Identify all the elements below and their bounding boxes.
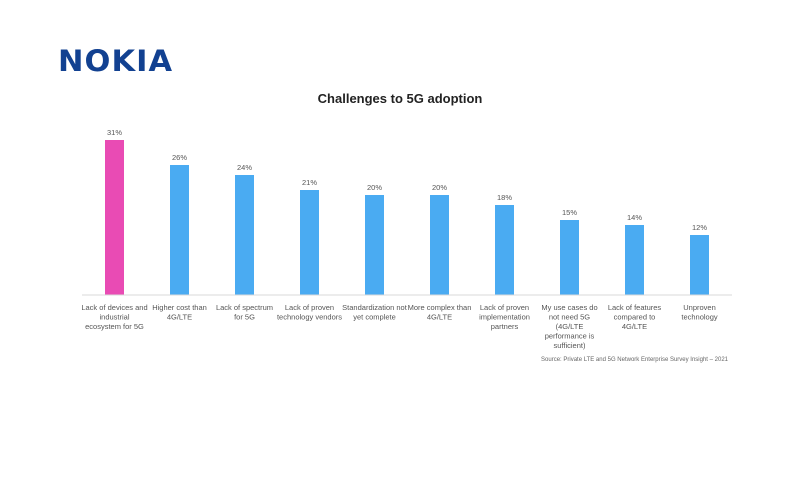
bar-5 <box>365 195 384 295</box>
value-label-4: 21% <box>302 178 317 187</box>
bar-9 <box>625 225 644 295</box>
value-label-2: 26% <box>172 153 187 162</box>
bar-10 <box>690 235 709 295</box>
nokia-logo: NOKIA <box>58 44 174 78</box>
category-label-7: Lack of proven implementation partners <box>479 303 530 331</box>
category-label-4: Lack of proven technology vendors <box>277 303 342 322</box>
category-label-2: Higher cost than 4G/LTE <box>152 303 207 322</box>
chart-title: Challenges to 5G adoption <box>317 91 483 106</box>
category-label-6: More complex than 4G/LTE <box>408 303 472 322</box>
value-label-6: 20% <box>432 183 447 192</box>
value-label-7: 18% <box>497 193 512 202</box>
bar-8 <box>560 220 579 295</box>
bar-2 <box>170 165 189 295</box>
bar-7 <box>495 205 514 295</box>
value-label-10: 12% <box>692 223 707 232</box>
category-label-9: Lack of features compared to 4G/LTE <box>608 303 662 331</box>
value-label-5: 20% <box>367 183 382 192</box>
value-label-3: 24% <box>237 163 252 172</box>
bar-3 <box>235 175 254 295</box>
bar-6 <box>430 195 449 295</box>
category-label-8: My use cases do not need 5G (4G/LTE perform… <box>541 303 597 350</box>
source-note: Source: Private LTE and 5G Network Enter… <box>541 357 728 363</box>
value-label-8: 15% <box>562 208 577 217</box>
category-label-3: Lack of spectrum for 5G <box>216 303 273 322</box>
category-label-10: Unproven technology <box>681 303 718 322</box>
category-label-1: Lack of devices and industrial ecosystem f… <box>81 303 147 331</box>
value-label-9: 14% <box>627 213 642 222</box>
bar-4 <box>300 190 319 295</box>
value-label-1: 31% <box>107 128 122 137</box>
bar-1 <box>105 140 124 295</box>
category-label-5: Standardization not yet complete <box>342 303 408 322</box>
